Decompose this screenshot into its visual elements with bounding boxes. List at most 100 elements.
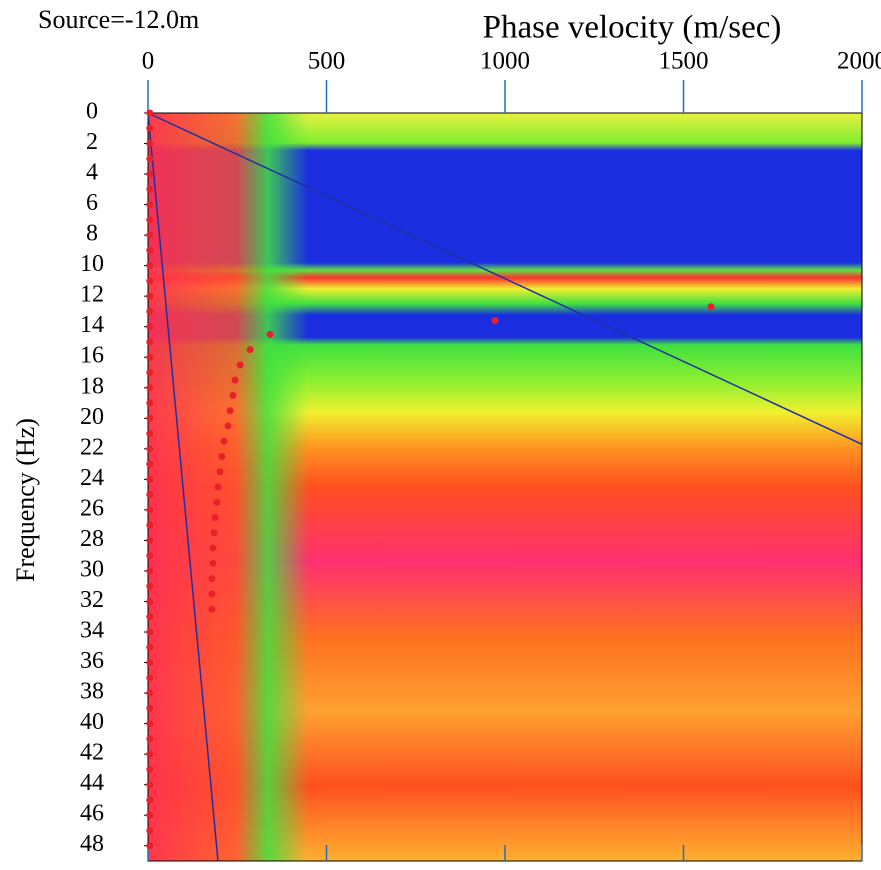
picked-point (146, 597, 154, 605)
picked-point (491, 317, 499, 325)
picked-point (146, 613, 154, 621)
y-tick-label: 20 (80, 404, 104, 430)
reference-line (147, 112, 219, 862)
picked-point (146, 201, 154, 209)
x-tick-label: 2000 (837, 48, 881, 75)
picked-point (146, 155, 154, 163)
x-tick-label: 0 (142, 48, 155, 75)
picked-point (146, 338, 154, 346)
reference-line (147, 112, 863, 445)
picked-point (146, 323, 154, 331)
y-tick-label: 26 (80, 495, 104, 521)
picked-point (146, 292, 154, 300)
picked-point (146, 460, 154, 468)
chart-title: Phase velocity (m/sec) (483, 10, 782, 46)
picked-point (146, 246, 154, 254)
y-tick-label: 8 (86, 221, 98, 247)
y-axis-label: Frequency (Hz) (11, 418, 40, 582)
picked-point (707, 303, 715, 311)
x-tick-label: 500 (308, 48, 346, 75)
picked-point (146, 369, 154, 377)
picked-point (146, 628, 154, 636)
y-tick-label: 24 (80, 465, 104, 491)
y-tick-label: 16 (80, 343, 104, 369)
y-tick-label: 12 (80, 282, 104, 308)
picked-point (146, 735, 154, 743)
y-tick-label: 18 (80, 373, 104, 399)
picked-point (146, 185, 154, 193)
picked-point (236, 361, 244, 369)
y-tick-label: 44 (80, 770, 104, 796)
picked-point (146, 567, 154, 575)
y-tick-label: 14 (80, 312, 104, 338)
picked-point (146, 445, 154, 453)
picked-point (146, 552, 154, 560)
picked-point (146, 826, 154, 834)
y-tick-label: 6 (86, 190, 98, 216)
picked-point (146, 521, 154, 529)
picked-point (246, 346, 254, 354)
x-tick-label: 1000 (480, 48, 530, 75)
picked-point (146, 399, 154, 407)
y-tick-label: 10 (80, 251, 104, 277)
picked-point (209, 544, 217, 552)
picked-point (146, 216, 154, 224)
picked-point (210, 529, 218, 537)
picked-point (146, 659, 154, 667)
picked-point (146, 124, 154, 132)
picked-point (146, 430, 154, 438)
picked-point (208, 605, 216, 613)
picked-point (146, 643, 154, 651)
picked-point (146, 704, 154, 712)
picked-point (266, 330, 274, 338)
y-tick-label: 2 (86, 129, 98, 155)
picked-point (146, 353, 154, 361)
picked-point (146, 506, 154, 514)
picked-point (146, 307, 154, 315)
picked-point (208, 575, 216, 583)
picked-point (146, 796, 154, 804)
picked-point (209, 559, 217, 567)
y-tick-label: 0 (86, 99, 98, 125)
picked-point (146, 582, 154, 590)
y-tick-label: 28 (80, 526, 104, 552)
picked-point (216, 468, 224, 476)
y-tick-label: 46 (80, 801, 104, 827)
picked-point (146, 674, 154, 682)
picked-point (211, 514, 219, 522)
picked-point (231, 376, 239, 384)
picked-point (146, 109, 154, 117)
picked-point (146, 277, 154, 285)
picked-point (146, 231, 154, 239)
source-label: Source=-12.0m (38, 5, 199, 34)
y-tick-label: 38 (80, 679, 104, 705)
picked-point (229, 391, 237, 399)
picked-point (146, 536, 154, 544)
picked-point (146, 414, 154, 422)
picked-point (146, 781, 154, 789)
dispersion-image-left (148, 113, 308, 861)
picked-point (224, 422, 232, 430)
picked-point (218, 452, 226, 460)
y-tick-label: 34 (80, 618, 104, 644)
picked-point (226, 407, 234, 415)
picked-point (146, 842, 154, 850)
picked-point (146, 491, 154, 499)
y-tick-label: 30 (80, 556, 104, 582)
y-tick-label: 32 (80, 587, 104, 613)
y-tick-label: 22 (80, 434, 104, 460)
picked-point (146, 384, 154, 392)
picked-point (146, 170, 154, 178)
picked-point (146, 750, 154, 758)
picked-point (220, 437, 228, 445)
y-tick-label: 36 (80, 648, 104, 674)
picked-point (146, 140, 154, 148)
y-tick-label: 48 (80, 831, 104, 857)
picked-point (146, 689, 154, 697)
y-tick-label: 4 (86, 160, 98, 186)
picked-point (146, 811, 154, 819)
picked-point (146, 720, 154, 728)
picked-point (214, 483, 222, 491)
x-tick-label: 1500 (659, 48, 709, 75)
